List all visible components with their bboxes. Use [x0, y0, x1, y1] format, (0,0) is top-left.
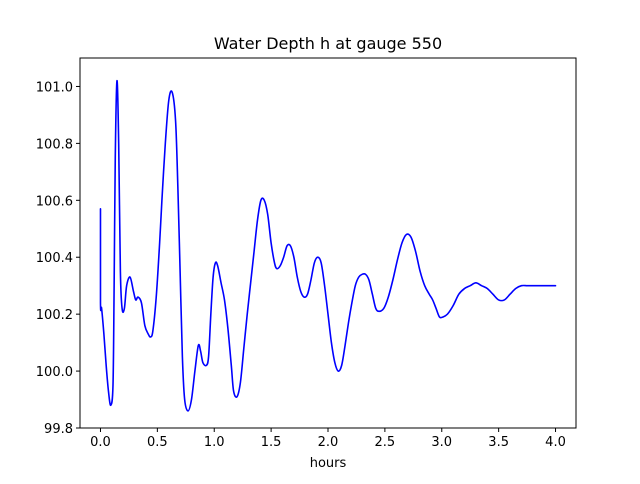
plot-frame: [79, 57, 577, 429]
data-layer: [99, 79, 557, 412]
x-tick-label: 1.5: [261, 435, 282, 450]
x-tick-label: 0.5: [147, 435, 168, 450]
y-tick-label: 99.8: [44, 422, 73, 437]
y-tick-label: 100.8: [36, 137, 73, 152]
x-tick-label: 2.0: [318, 435, 339, 450]
y-tick-label: 100.6: [36, 194, 73, 209]
y-tick-label: 100.0: [36, 365, 73, 380]
y-tick-label: 100.2: [36, 308, 73, 323]
chart-title: Water Depth h at gauge 550: [214, 34, 442, 53]
y-tick-label: 101.0: [36, 80, 73, 95]
x-tick-label: 3.0: [431, 435, 452, 450]
x-tick-label: 4.0: [545, 435, 566, 450]
plot-area: [80, 58, 576, 428]
x-tick-label: 2.5: [375, 435, 396, 450]
x-axis-label: hours: [310, 456, 347, 471]
y-tick-label: 100.4: [36, 251, 73, 266]
x-tick-label: 1.0: [204, 435, 225, 450]
x-tick-label: 3.5: [488, 435, 509, 450]
x-tick-label: 0.0: [90, 435, 111, 450]
axis-layer: 0.0 0.5 1.0 1.5 2.0 2.5 3.0 3.5 4.0 99.8 100.0 100.…: [36, 80, 566, 450]
series-line-0: [99, 79, 557, 412]
